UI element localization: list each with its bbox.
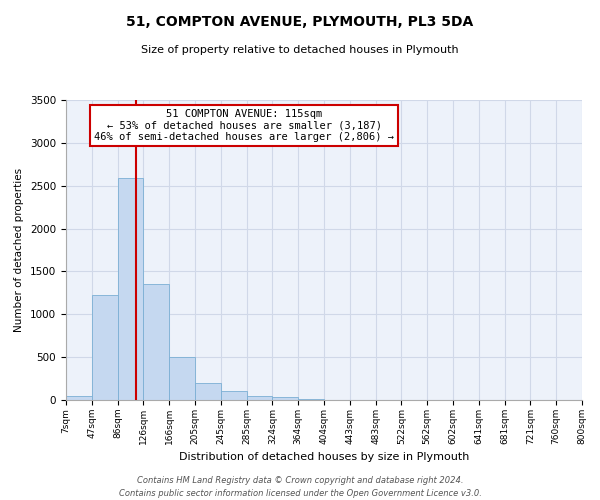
- Text: Contains public sector information licensed under the Open Government Licence v3: Contains public sector information licen…: [119, 488, 481, 498]
- Bar: [169, 357, 195, 400]
- Bar: [143, 284, 169, 400]
- Bar: [298, 399, 324, 400]
- Text: Contains HM Land Registry data © Crown copyright and database right 2024.: Contains HM Land Registry data © Crown c…: [137, 476, 463, 485]
- Bar: [247, 396, 272, 400]
- Bar: [118, 178, 143, 400]
- Bar: [221, 390, 247, 400]
- Text: 51, COMPTON AVENUE, PLYMOUTH, PL3 5DA: 51, COMPTON AVENUE, PLYMOUTH, PL3 5DA: [127, 15, 473, 29]
- Bar: [92, 294, 118, 400]
- X-axis label: Distribution of detached houses by size in Plymouth: Distribution of detached houses by size …: [179, 452, 469, 462]
- Bar: [195, 383, 221, 400]
- Text: Size of property relative to detached houses in Plymouth: Size of property relative to detached ho…: [141, 45, 459, 55]
- Text: 51 COMPTON AVENUE: 115sqm
← 53% of detached houses are smaller (3,187)
46% of se: 51 COMPTON AVENUE: 115sqm ← 53% of detac…: [94, 109, 394, 142]
- Bar: [272, 398, 298, 400]
- Y-axis label: Number of detached properties: Number of detached properties: [14, 168, 25, 332]
- Bar: [66, 396, 92, 400]
